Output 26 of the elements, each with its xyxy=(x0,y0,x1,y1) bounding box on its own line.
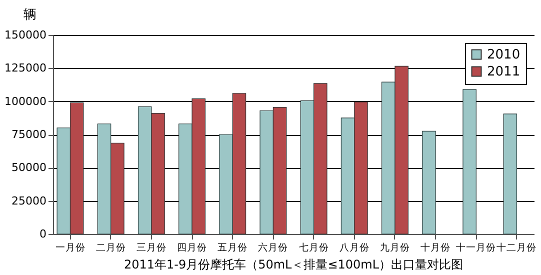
x-tick-label: 二月份 xyxy=(96,242,126,254)
y-tick-label: 0 xyxy=(40,228,46,240)
y-tick-label: 25000 xyxy=(12,194,46,208)
y-tick-label: 150000 xyxy=(4,28,46,42)
x-tick-label: 七月份 xyxy=(298,242,329,254)
legend-label: 2011 xyxy=(487,64,520,80)
x-tick-label: 五月份 xyxy=(218,242,248,254)
bar xyxy=(422,130,436,234)
x-tick-label: 八月份 xyxy=(339,242,370,254)
x-tick-label: 十月份 xyxy=(420,242,451,254)
x-tick-label: 三月份 xyxy=(136,242,166,254)
legend-label: 2010 xyxy=(487,48,520,62)
x-tick-label: 六月份 xyxy=(258,242,288,254)
y-tick-label: 100000 xyxy=(4,94,46,108)
bar xyxy=(503,114,518,234)
bar xyxy=(462,89,476,234)
y-tick-label: 75000 xyxy=(12,128,46,141)
y-tick-label: 50000 xyxy=(12,161,46,174)
x-tick-label: 一月份 xyxy=(55,242,86,254)
x-tick-label: 四月份 xyxy=(177,242,208,254)
x-tick-label: 十一月份 xyxy=(456,242,496,254)
x-tick-label: 十二月份 xyxy=(496,242,537,254)
text: 2011年1-9月份摩托车（50mL＜排量≤100mL）出口量对比图 xyxy=(124,258,464,272)
y-axis-title: 辆 xyxy=(24,8,36,22)
x-tick-label: 九月份 xyxy=(380,242,410,254)
y-tick-label: 125000 xyxy=(4,62,46,75)
